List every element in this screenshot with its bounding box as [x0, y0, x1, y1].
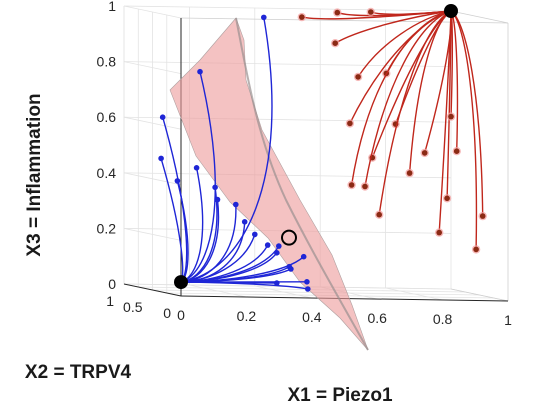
trajectory-start-point: [261, 14, 267, 21]
z-tick-label: 0.8: [97, 54, 117, 70]
trajectory-red: [371, 10, 452, 158]
trajectory-red: [438, 10, 452, 233]
trajectory-start-point: [332, 40, 339, 46]
trajectory-start-point: [479, 213, 486, 219]
trajectory-start-point: [453, 148, 460, 154]
trajectory-start-point: [193, 165, 200, 171]
trajectory-start-point: [233, 201, 239, 208]
trajectory-start-point: [214, 196, 221, 203]
trajectory-layer: [158, 7, 487, 292]
grid-line-floor-width: [138, 286, 466, 293]
x-tick-label: 0: [177, 307, 185, 323]
trajectory-start-point: [348, 182, 355, 188]
trajectory-start-point: [421, 150, 428, 156]
trajectory-red: [394, 10, 452, 125]
trajectory-start-point: [300, 253, 307, 260]
grid-line-back-horizontal: [123, 116, 452, 123]
box-edge: [450, 288, 509, 302]
trajectory-blue: [162, 117, 188, 283]
trajectory-start-point: [473, 246, 479, 253]
trajectory-start-point: [158, 155, 164, 162]
trajectory-red: [334, 10, 452, 44]
trajectory-red: [378, 10, 452, 215]
trajectory-start-point: [436, 229, 443, 236]
trajectory-blue: [180, 199, 220, 283]
z-axis-label: X3 = Inflammation: [24, 93, 45, 256]
x-tick-label: 0.2: [237, 308, 257, 324]
trajectory-red: [450, 10, 478, 250]
x-tick-label: 1: [504, 312, 512, 328]
trajectory-start-point: [274, 250, 280, 256]
trajectory-start-point: [299, 14, 305, 20]
x-tick-label: 0.8: [433, 311, 453, 327]
trajectory-start-point: [376, 211, 383, 218]
y-tick-label: 1: [106, 293, 114, 309]
separatrix-surface-layer: [169, 17, 369, 351]
trajectory-start-point: [347, 120, 353, 127]
grid-line-back-horizontal: [123, 172, 452, 179]
trajectory-start-point: [334, 9, 341, 16]
x-axis-label: X1 = Piezo1: [287, 385, 393, 406]
trajectory-start-point: [264, 242, 271, 248]
trajectory-blue: [180, 71, 216, 283]
trajectory-blue: [180, 17, 273, 283]
trajectory-start-point: [252, 231, 258, 238]
saddle-point: [281, 229, 297, 246]
z-tick-label: 0.4: [97, 165, 117, 181]
trajectory-start-point: [288, 266, 294, 272]
trajectory-red: [408, 10, 452, 174]
trajectory-blue: [160, 158, 184, 283]
trajectory-start-point: [448, 113, 454, 120]
trajectory-start-point: [276, 243, 282, 249]
trajectory-start-point: [241, 219, 248, 225]
trajectory-start-point: [406, 170, 413, 176]
trajectory-start-point: [368, 9, 374, 15]
grid-line-back-horizontal: [123, 5, 452, 12]
trajectory-start-point: [197, 68, 203, 75]
trajectory-start-point: [355, 74, 361, 80]
trajectory-start-point: [362, 183, 368, 190]
surface-ridge: [235, 17, 369, 351]
stable-fixed-point-low: [174, 275, 188, 290]
trajectory-red: [364, 10, 452, 187]
fixed-point-layer: [174, 4, 458, 290]
y-tick-label: 0: [163, 305, 171, 321]
y-tick-label: 0.5: [123, 299, 143, 315]
box-edge: [450, 10, 509, 24]
y-axis-line: [123, 283, 182, 297]
z-tick-label: 1: [108, 0, 116, 14]
trajectory-start-point: [444, 195, 450, 202]
y-axis-label: X2 = TRPV4: [25, 362, 132, 383]
trajectory-start-point: [174, 178, 181, 184]
trajectory-red: [350, 10, 452, 186]
trajectory-start-point: [212, 184, 218, 191]
stable-fixed-point-high: [444, 4, 458, 18]
trajectory-start-point: [305, 286, 311, 292]
z-tick-label: 0: [108, 276, 116, 292]
z-tick-label: 0.2: [97, 220, 117, 236]
z-tick-label: 0.6: [97, 109, 117, 125]
grid-line-back-horizontal: [123, 61, 452, 67]
x-tick-label: 0.6: [367, 310, 387, 326]
x-tick-label: 0.4: [302, 309, 322, 325]
trajectory-start-point: [304, 279, 310, 285]
trajectory-start-point: [159, 114, 166, 120]
